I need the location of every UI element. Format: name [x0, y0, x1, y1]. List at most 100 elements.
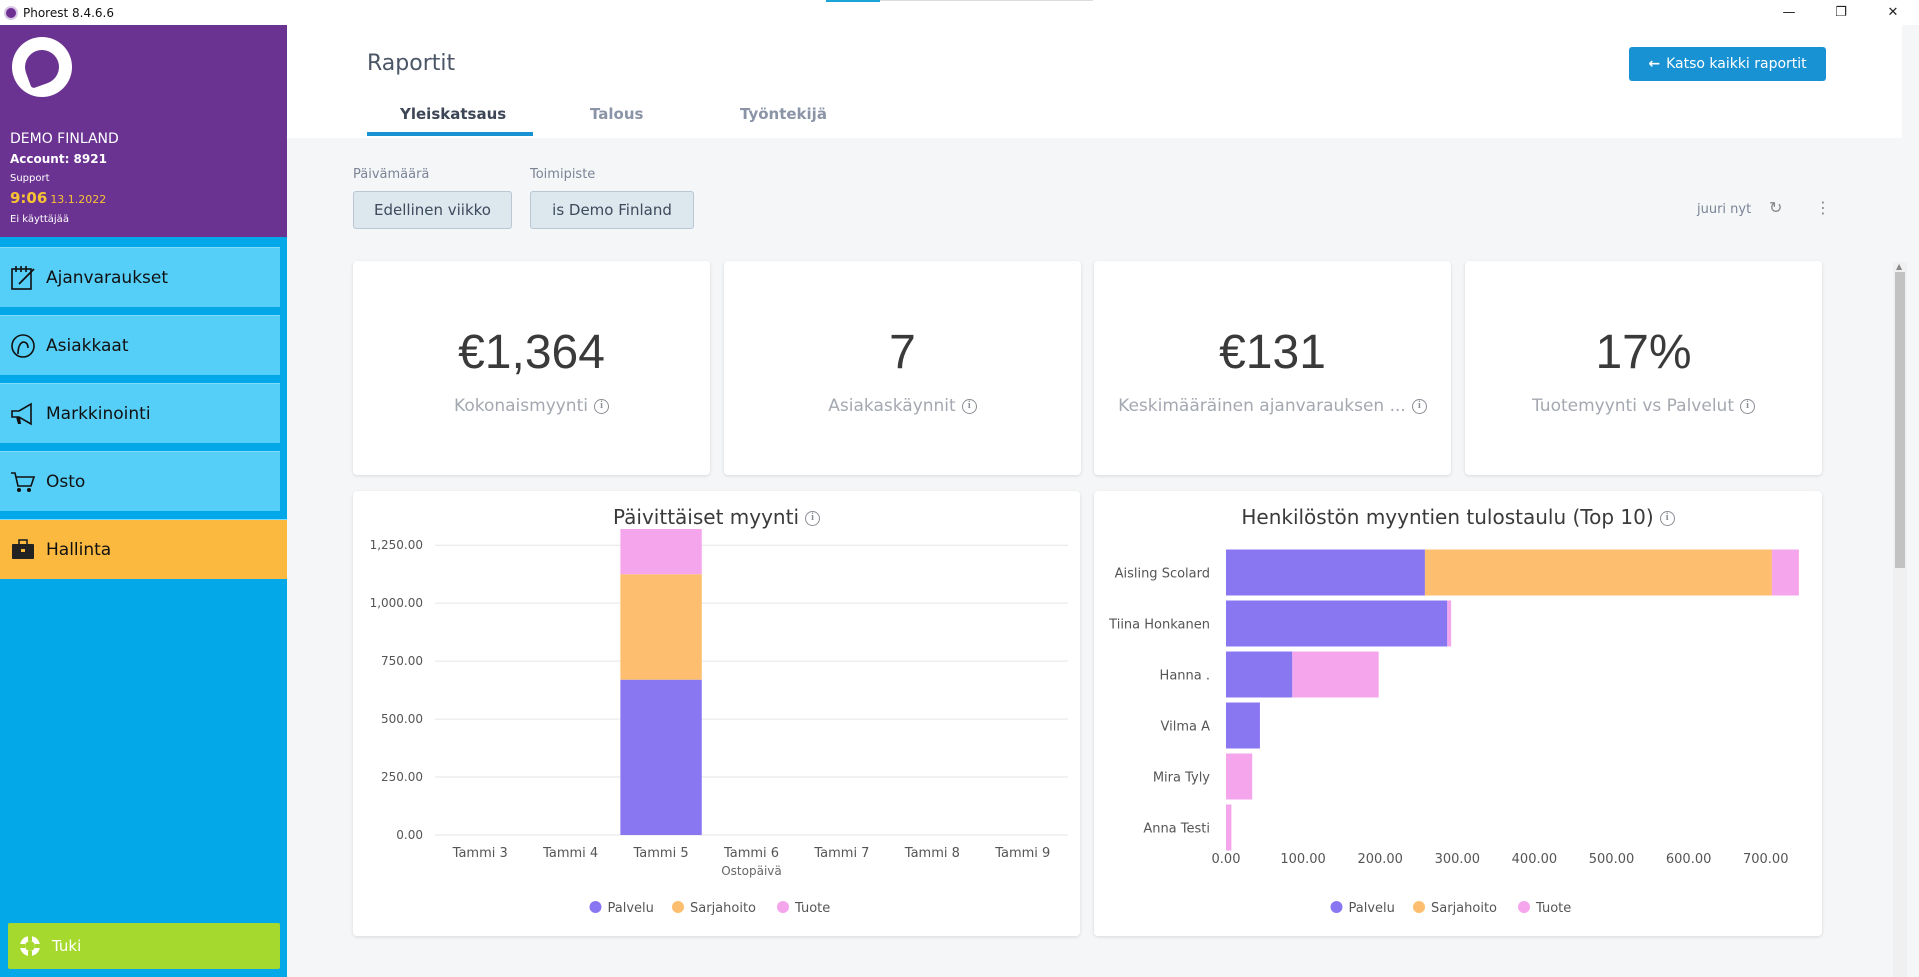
vertical-scrollbar[interactable]: ▲ — [1893, 262, 1907, 977]
page-title: Raportit — [367, 51, 456, 76]
arrow-left-icon: ← — [1648, 56, 1661, 72]
x-tick-label: Tammi 5 — [633, 846, 689, 861]
kpi-label-text: Asiakaskäynnit — [828, 396, 956, 416]
sidebar-item-hallinta[interactable]: Hallinta — [0, 519, 287, 579]
account-name: DEMO FINLAND — [10, 131, 119, 147]
refresh-icon[interactable]: ↻ — [1769, 198, 1783, 217]
legend-marker — [1330, 901, 1343, 913]
sidebar-item-osto[interactable]: Osto — [0, 451, 280, 511]
location-filter-button[interactable]: is Demo Finland — [530, 191, 694, 229]
kpi-card-total-sales: €1,364 Kokonaismyynti i — [353, 261, 710, 475]
account-role: Support — [10, 173, 50, 184]
y-tick-label: 1,000.00 — [370, 596, 423, 610]
active-tab-indicator — [367, 132, 533, 136]
chart-title: Päivittäiset myynti i — [353, 505, 1080, 529]
lifebuoy-icon — [18, 934, 42, 958]
info-icon[interactable]: i — [805, 511, 820, 526]
phorest-logo[interactable] — [12, 37, 72, 97]
page-header: Raportit ← Katso kaikki raportit Yleiska… — [287, 25, 1902, 138]
legend-marker — [777, 901, 789, 913]
minimize-button[interactable]: — — [1782, 5, 1796, 20]
legend-label: Palvelu — [608, 901, 654, 916]
kpi-value: 7 — [889, 326, 916, 379]
bar-segment — [620, 679, 702, 835]
kpi-card-average-booking: €131 Keskimääräinen ajanvarauksen ... i — [1094, 261, 1451, 475]
top-accent-line — [880, 0, 1093, 1]
x-tick-label: 200.00 — [1357, 852, 1403, 867]
current-user: Ei käyttäjää — [10, 214, 69, 225]
info-icon[interactable]: i — [1659, 511, 1675, 526]
x-tick-label: Tammi 9 — [994, 846, 1050, 861]
restore-button[interactable]: ❐ — [1835, 5, 1847, 20]
clock-time-value: 9:06 — [10, 189, 48, 207]
x-tick-label: 500.00 — [1589, 852, 1635, 867]
support-button[interactable]: Tuki — [8, 923, 280, 969]
date-filter-button[interactable]: Edellinen viikko — [353, 191, 512, 229]
close-button[interactable]: ✕ — [1887, 5, 1899, 20]
sidebar-item-ajanvaraukset[interactable]: Ajanvaraukset — [0, 247, 280, 307]
kpi-label-text: Kokonaismyynti — [454, 396, 588, 416]
bar-segment — [1292, 651, 1379, 698]
legend-label: Tuote — [1535, 901, 1571, 916]
info-icon[interactable]: i — [593, 398, 609, 414]
kpi-card-product-vs-service: 17% Tuotemyynti vs Palvelut i — [1465, 261, 1822, 475]
app-logo-icon — [4, 5, 18, 20]
sidebar-item-markkinointi[interactable]: Markkinointi — [0, 383, 280, 443]
legend-label: Tuote — [794, 901, 830, 916]
bar-segment — [1771, 549, 1799, 596]
sidebar: DEMO FINLAND Account: 8921 Support 9:06 1… — [0, 25, 287, 977]
scroll-up-icon[interactable]: ▲ — [1896, 262, 1903, 271]
info-icon[interactable]: i — [1739, 398, 1755, 414]
x-tick-label: 300.00 — [1435, 852, 1481, 867]
kpi-label: Asiakaskäynnit i — [724, 396, 1081, 416]
y-category-label: Tiina Honkanen — [1108, 618, 1210, 633]
y-category-label: Vilma A — [1161, 720, 1211, 735]
chart-title-text: Henkilöstön myyntien tulostaulu (Top 10) — [1241, 505, 1654, 529]
account-number: Account: 8921 — [10, 152, 107, 166]
sidebar-item-label: Ajanvaraukset — [46, 267, 169, 288]
kpi-label-text: Keskimääräinen ajanvarauksen ... — [1118, 396, 1406, 416]
y-tick-label: 500.00 — [381, 712, 423, 726]
x-tick-label: 700.00 — [1743, 852, 1789, 867]
y-tick-label: 250.00 — [381, 770, 423, 784]
kpi-value: €131 — [1219, 326, 1326, 379]
location-filter-label: Toimipiste — [530, 167, 596, 182]
legend-label: Sarjahoito — [1431, 901, 1497, 916]
bar-segment — [1226, 549, 1425, 596]
kpi-label: Kokonaismyynti i — [353, 396, 710, 416]
staff-leaderboard-chart: Aisling Scolard Tiina Honkanen Hanna . Vilm… — [1108, 549, 1799, 916]
sidebar-item-asiakkaat[interactable]: Asiakkaat — [0, 315, 280, 375]
y-category-label: Anna Testi — [1143, 822, 1210, 837]
info-icon[interactable]: i — [1411, 398, 1427, 414]
bar-segment — [1447, 600, 1452, 647]
date-filter-label: Päivämäärä — [353, 167, 430, 182]
y-tick-label: 1,250.00 — [370, 538, 423, 552]
view-all-reports-button[interactable]: ← Katso kaikki raportit — [1629, 47, 1826, 81]
daily-sales-chart: 0.00 250.00 500.00 750.00 1,000.00 1,250.00 Ta… — [370, 529, 1068, 916]
scrollbar-thumb[interactable] — [1895, 272, 1905, 568]
x-tick-label: 400.00 — [1512, 852, 1558, 867]
top-accent-bar — [826, 0, 880, 2]
clock-date: 13.1.2022 — [50, 193, 107, 206]
tab-talous[interactable]: Talous — [590, 105, 644, 123]
chart-title: Henkilöstön myyntien tulostaulu (Top 10)… — [1094, 505, 1822, 529]
kpi-label: Keskimääräinen ajanvarauksen ... i — [1094, 396, 1451, 416]
info-icon[interactable]: i — [961, 398, 977, 414]
sidebar-item-label: Osto — [46, 471, 86, 492]
kpi-card-client-visits: 7 Asiakaskäynnit i — [724, 261, 1081, 475]
view-all-reports-label: Katso kaikki raportit — [1666, 56, 1807, 72]
x-tick-label: Tammi 6 — [723, 846, 779, 861]
window-title: Phorest 8.4.6.6 — [23, 5, 114, 20]
tab-yleiskatsaus[interactable]: Yleiskatsaus — [400, 105, 507, 123]
more-options-icon[interactable]: ⋮ — [1815, 198, 1831, 217]
y-tick-label: 0.00 — [396, 828, 423, 842]
briefcase-icon — [8, 535, 38, 565]
kpi-label: Tuotemyynti vs Palvelut i — [1465, 396, 1822, 416]
client-head-icon — [8, 331, 38, 361]
x-tick-label: Tammi 4 — [542, 846, 598, 861]
legend-label: Sarjahoito — [690, 901, 756, 916]
daily-sales-card: Päivittäiset myynti i 0.00 250.00 500.00 750… — [353, 491, 1080, 936]
sidebar-item-label: Markkinointi — [46, 403, 151, 424]
tab-tyontekija[interactable]: Työntekijä — [740, 105, 827, 123]
legend-label: Palvelu — [1349, 901, 1395, 916]
